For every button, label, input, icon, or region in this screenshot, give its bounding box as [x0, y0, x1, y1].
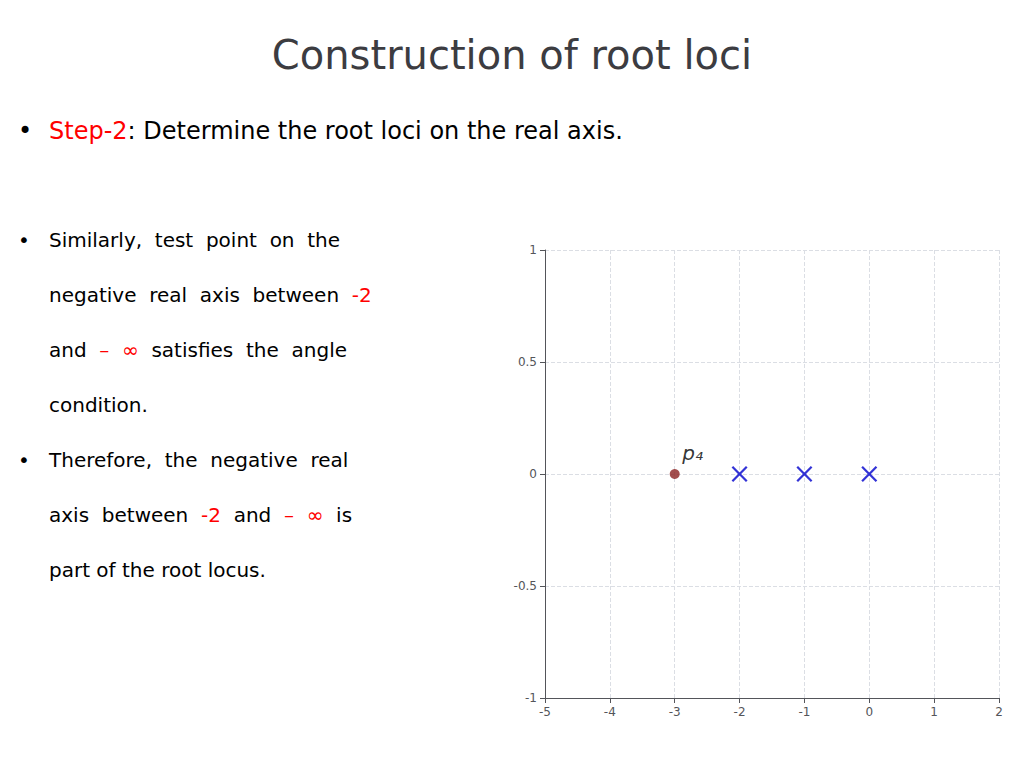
- svg-text:and: and: [221, 503, 284, 527]
- svg-text:1: 1: [930, 705, 938, 719]
- svg-text:•: •: [18, 228, 30, 252]
- svg-text:-2: -2: [201, 503, 221, 527]
- svg-text:-2: -2: [734, 705, 746, 719]
- svg-text:part of the root locus.: part of the root locus.: [49, 558, 266, 582]
- svg-text:1: 1: [529, 243, 537, 257]
- svg-text:Construction of root loci: Construction of root loci: [272, 32, 752, 78]
- svg-text:: Determine the root loci on t: : Determine the root loci on the real ax…: [128, 117, 623, 145]
- svg-text:•: •: [18, 117, 32, 145]
- svg-text:0: 0: [529, 467, 537, 481]
- svg-text:axis between: axis between: [49, 503, 201, 527]
- svg-text:0: 0: [865, 705, 873, 719]
- svg-text:condition.: condition.: [49, 393, 148, 417]
- svg-text:-1: -1: [798, 705, 810, 719]
- svg-text:0.5: 0.5: [518, 355, 537, 369]
- svg-text:Similarly, test point on t: Similarly, test point on the: [49, 228, 340, 252]
- svg-text:and: and: [49, 338, 99, 362]
- svg-text:-1: -1: [525, 691, 537, 705]
- svg-text:-0.5: -0.5: [514, 579, 537, 593]
- svg-text:2: 2: [995, 705, 1003, 719]
- svg-text:is: is: [323, 503, 352, 527]
- svg-text:Step-2: Step-2: [49, 117, 128, 145]
- svg-text:– ∞: – ∞: [99, 338, 138, 362]
- svg-text:negative real axis between: negative real axis between: [49, 283, 352, 307]
- svg-text:Therefore, the negative rea: Therefore, the negative real: [48, 448, 348, 472]
- svg-text:-2: -2: [352, 283, 372, 307]
- svg-text:-5: -5: [539, 705, 551, 719]
- svg-text:-4: -4: [604, 705, 616, 719]
- svg-text:– ∞: – ∞: [284, 503, 323, 527]
- svg-text:satisfies the angle: satisfies the angle: [139, 338, 347, 362]
- svg-text:-3: -3: [669, 705, 681, 719]
- svg-text:•: •: [18, 448, 30, 472]
- svg-text:p₄: p₄: [681, 441, 703, 465]
